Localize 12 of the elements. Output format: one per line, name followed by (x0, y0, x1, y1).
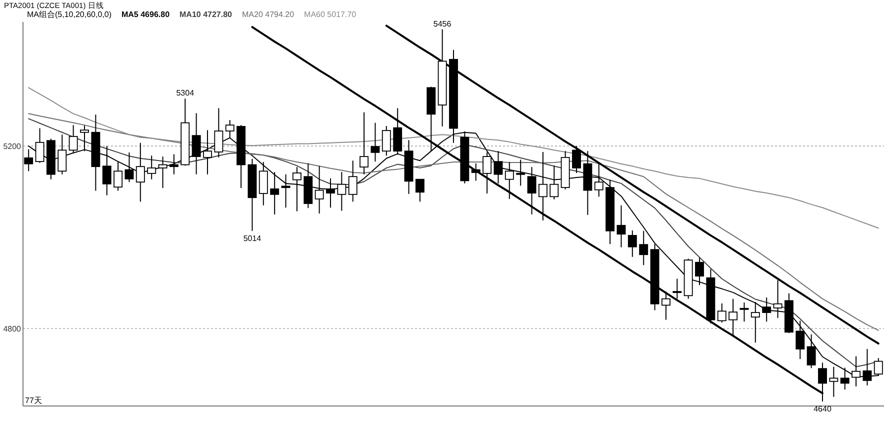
y-tick-label: 5200 (3, 142, 22, 152)
annotation: 4640 (814, 404, 832, 414)
annotation: 77天 (25, 396, 42, 405)
text: MA20 4794.20 (242, 10, 295, 19)
annotation: 5456 (433, 19, 452, 28)
text: MA60 5017.70 (304, 10, 357, 19)
annotation: 5304 (176, 88, 195, 98)
text: MA10 4727.80 (180, 10, 233, 19)
annotation: 5014 (243, 234, 262, 243)
text: MA5 4696.80 (121, 10, 170, 19)
y-tick-label: 4800 (3, 324, 22, 334)
chart-subtitle: MA组合(5,10,20,60,0,0) (27, 10, 112, 19)
